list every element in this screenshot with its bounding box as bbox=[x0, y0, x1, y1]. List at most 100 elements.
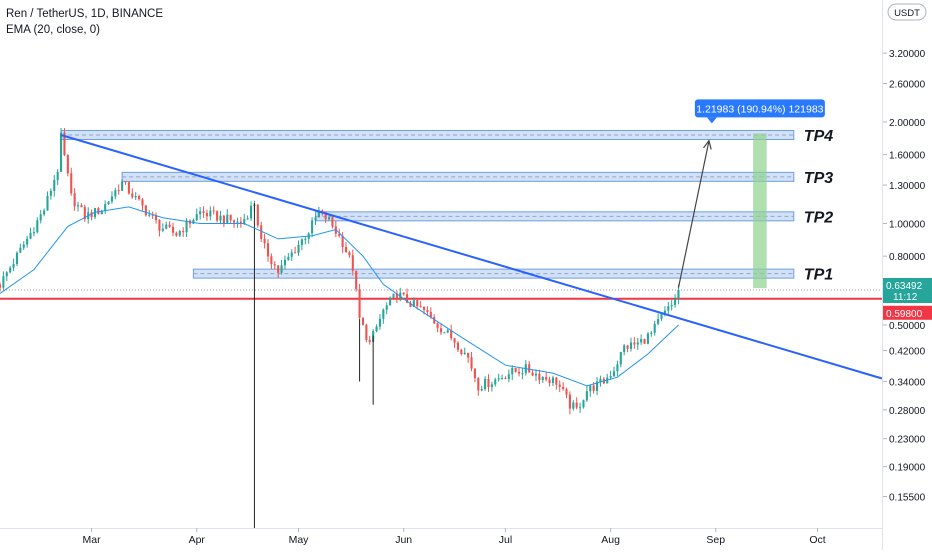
candle-body bbox=[548, 379, 551, 384]
projection-arrow bbox=[677, 140, 710, 288]
candle-body bbox=[663, 310, 666, 314]
candle-body bbox=[249, 205, 253, 219]
candle-body bbox=[572, 402, 575, 409]
candle-body bbox=[494, 379, 497, 385]
candle-body bbox=[406, 294, 409, 303]
candle-body bbox=[355, 270, 358, 290]
x-tick-label: Aug bbox=[601, 534, 620, 546]
target-label-tp1: TP1 bbox=[804, 267, 833, 284]
candle-body bbox=[216, 211, 219, 221]
candle-body bbox=[212, 210, 215, 212]
candle-body bbox=[70, 173, 73, 194]
candle-body bbox=[504, 378, 507, 380]
candle-body bbox=[341, 235, 344, 248]
candle-body bbox=[185, 220, 188, 233]
candle-body bbox=[470, 357, 473, 369]
candle-body bbox=[192, 220, 195, 224]
candle-body bbox=[9, 267, 12, 273]
candle-body bbox=[154, 215, 158, 221]
candle-body bbox=[375, 326, 378, 332]
target-band-tp1 bbox=[192, 268, 795, 279]
candle-body bbox=[399, 292, 402, 299]
candle-body bbox=[321, 210, 324, 212]
candle-body bbox=[616, 364, 619, 372]
candle-body bbox=[446, 330, 449, 333]
candle-body bbox=[460, 349, 463, 355]
currency-badge bbox=[887, 3, 927, 21]
candle-body bbox=[450, 330, 453, 339]
target-label-tp2: TP2 bbox=[804, 209, 833, 226]
candle-body bbox=[677, 290, 680, 299]
candle-body bbox=[443, 332, 446, 334]
y-tick-label: 0.42000 bbox=[889, 347, 926, 358]
y-tick-label: 0.34000 bbox=[889, 377, 926, 388]
candle-body bbox=[562, 386, 565, 390]
candle-body bbox=[32, 232, 35, 234]
candle-body bbox=[226, 214, 229, 224]
candle-body bbox=[667, 306, 670, 311]
projection-arrowhead bbox=[703, 139, 712, 150]
candle-body bbox=[246, 218, 249, 220]
candle-body bbox=[256, 204, 259, 226]
candle-body bbox=[436, 323, 439, 329]
candle-body bbox=[521, 373, 524, 375]
x-tick-label: Apr bbox=[189, 534, 206, 546]
range-tooltip-box bbox=[694, 99, 825, 118]
price-range-box bbox=[753, 133, 767, 289]
candle-body bbox=[511, 368, 514, 375]
candle-body bbox=[358, 289, 361, 318]
candle-body bbox=[609, 376, 612, 378]
candle-body bbox=[209, 210, 212, 217]
candle-body bbox=[83, 207, 86, 220]
candle-body bbox=[453, 338, 456, 343]
candle-body bbox=[300, 239, 303, 245]
y-tick-label: 1.30000 bbox=[889, 181, 926, 192]
candle-body bbox=[138, 195, 141, 200]
candle-body bbox=[385, 305, 388, 310]
candle-body bbox=[219, 215, 222, 221]
candle-body bbox=[650, 332, 653, 334]
candle-body bbox=[49, 190, 52, 196]
candle-body bbox=[538, 373, 541, 381]
candle-body bbox=[473, 368, 476, 379]
candle-body bbox=[36, 220, 39, 233]
symbol-title[interactable]: Ren / TetherUS, 1D, BINANCE bbox=[6, 8, 164, 20]
candle-body bbox=[477, 378, 480, 391]
x-tick-label: Mar bbox=[83, 534, 102, 546]
candle-body bbox=[60, 132, 63, 172]
candle-body bbox=[534, 373, 538, 376]
candle-body bbox=[2, 276, 5, 288]
candle-body bbox=[171, 226, 175, 233]
candle-body bbox=[195, 214, 198, 221]
candle-body bbox=[626, 345, 629, 349]
x-tick-label: Jun bbox=[395, 534, 412, 546]
candle-body bbox=[426, 309, 429, 312]
candle-body bbox=[416, 300, 419, 307]
candle-body bbox=[328, 217, 331, 220]
candle-body bbox=[277, 265, 280, 273]
candle-body bbox=[653, 323, 656, 333]
ema-indicator-label[interactable]: EMA (20, close, 0) bbox=[6, 24, 100, 36]
candle-body bbox=[104, 204, 107, 212]
candle-body bbox=[646, 333, 649, 344]
candle-body bbox=[623, 345, 626, 352]
candle-body bbox=[199, 211, 202, 215]
candle-body bbox=[287, 256, 290, 260]
bar-countdown: 11:12 bbox=[893, 292, 918, 303]
candle-body bbox=[297, 244, 300, 253]
candle-body bbox=[63, 132, 66, 156]
candle-body bbox=[117, 190, 120, 192]
candle-body bbox=[46, 195, 49, 211]
y-tick-label: 1.60000 bbox=[889, 151, 926, 162]
candle-body bbox=[124, 181, 127, 183]
candle-body bbox=[222, 215, 225, 224]
candle-body bbox=[612, 371, 616, 377]
candle-body bbox=[558, 384, 561, 387]
candle-body bbox=[273, 264, 276, 266]
candle-body bbox=[39, 214, 42, 221]
candle-body bbox=[43, 210, 46, 215]
candle-body bbox=[660, 313, 663, 319]
candle-body bbox=[351, 255, 354, 271]
